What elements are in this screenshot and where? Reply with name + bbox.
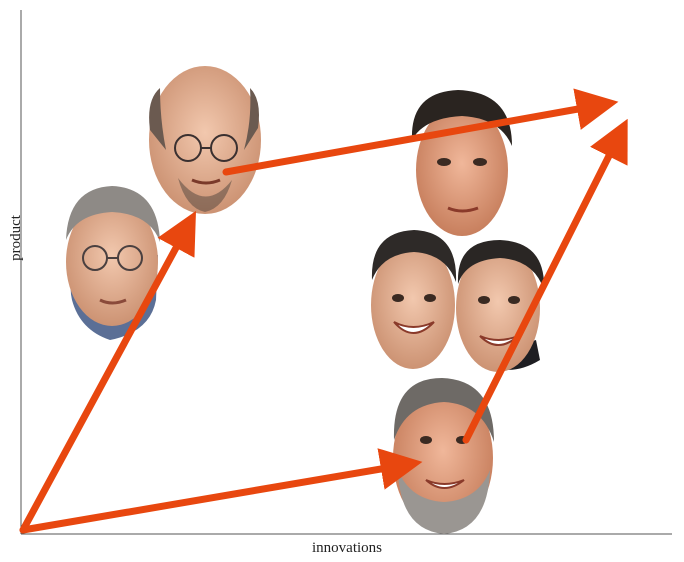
arrow-top-left-to-top-right bbox=[222, 88, 619, 176]
face-bald-glasses-icon bbox=[149, 66, 261, 214]
face-gray-beard-icon bbox=[393, 378, 494, 534]
arrow-origin-to-bottom-right bbox=[19, 448, 423, 534]
face-dark-hair-icon bbox=[411, 90, 512, 236]
arrow-bottom-right-to-top-right bbox=[462, 118, 628, 444]
face-gray-glasses-icon bbox=[66, 186, 160, 340]
arrow-origin-to-top-left bbox=[19, 210, 197, 534]
x-axis-label: innovations bbox=[312, 540, 382, 556]
y-axis-label: product bbox=[8, 215, 24, 261]
face-smiling-left-icon bbox=[371, 230, 457, 369]
face-smiling-right-icon bbox=[456, 240, 545, 372]
